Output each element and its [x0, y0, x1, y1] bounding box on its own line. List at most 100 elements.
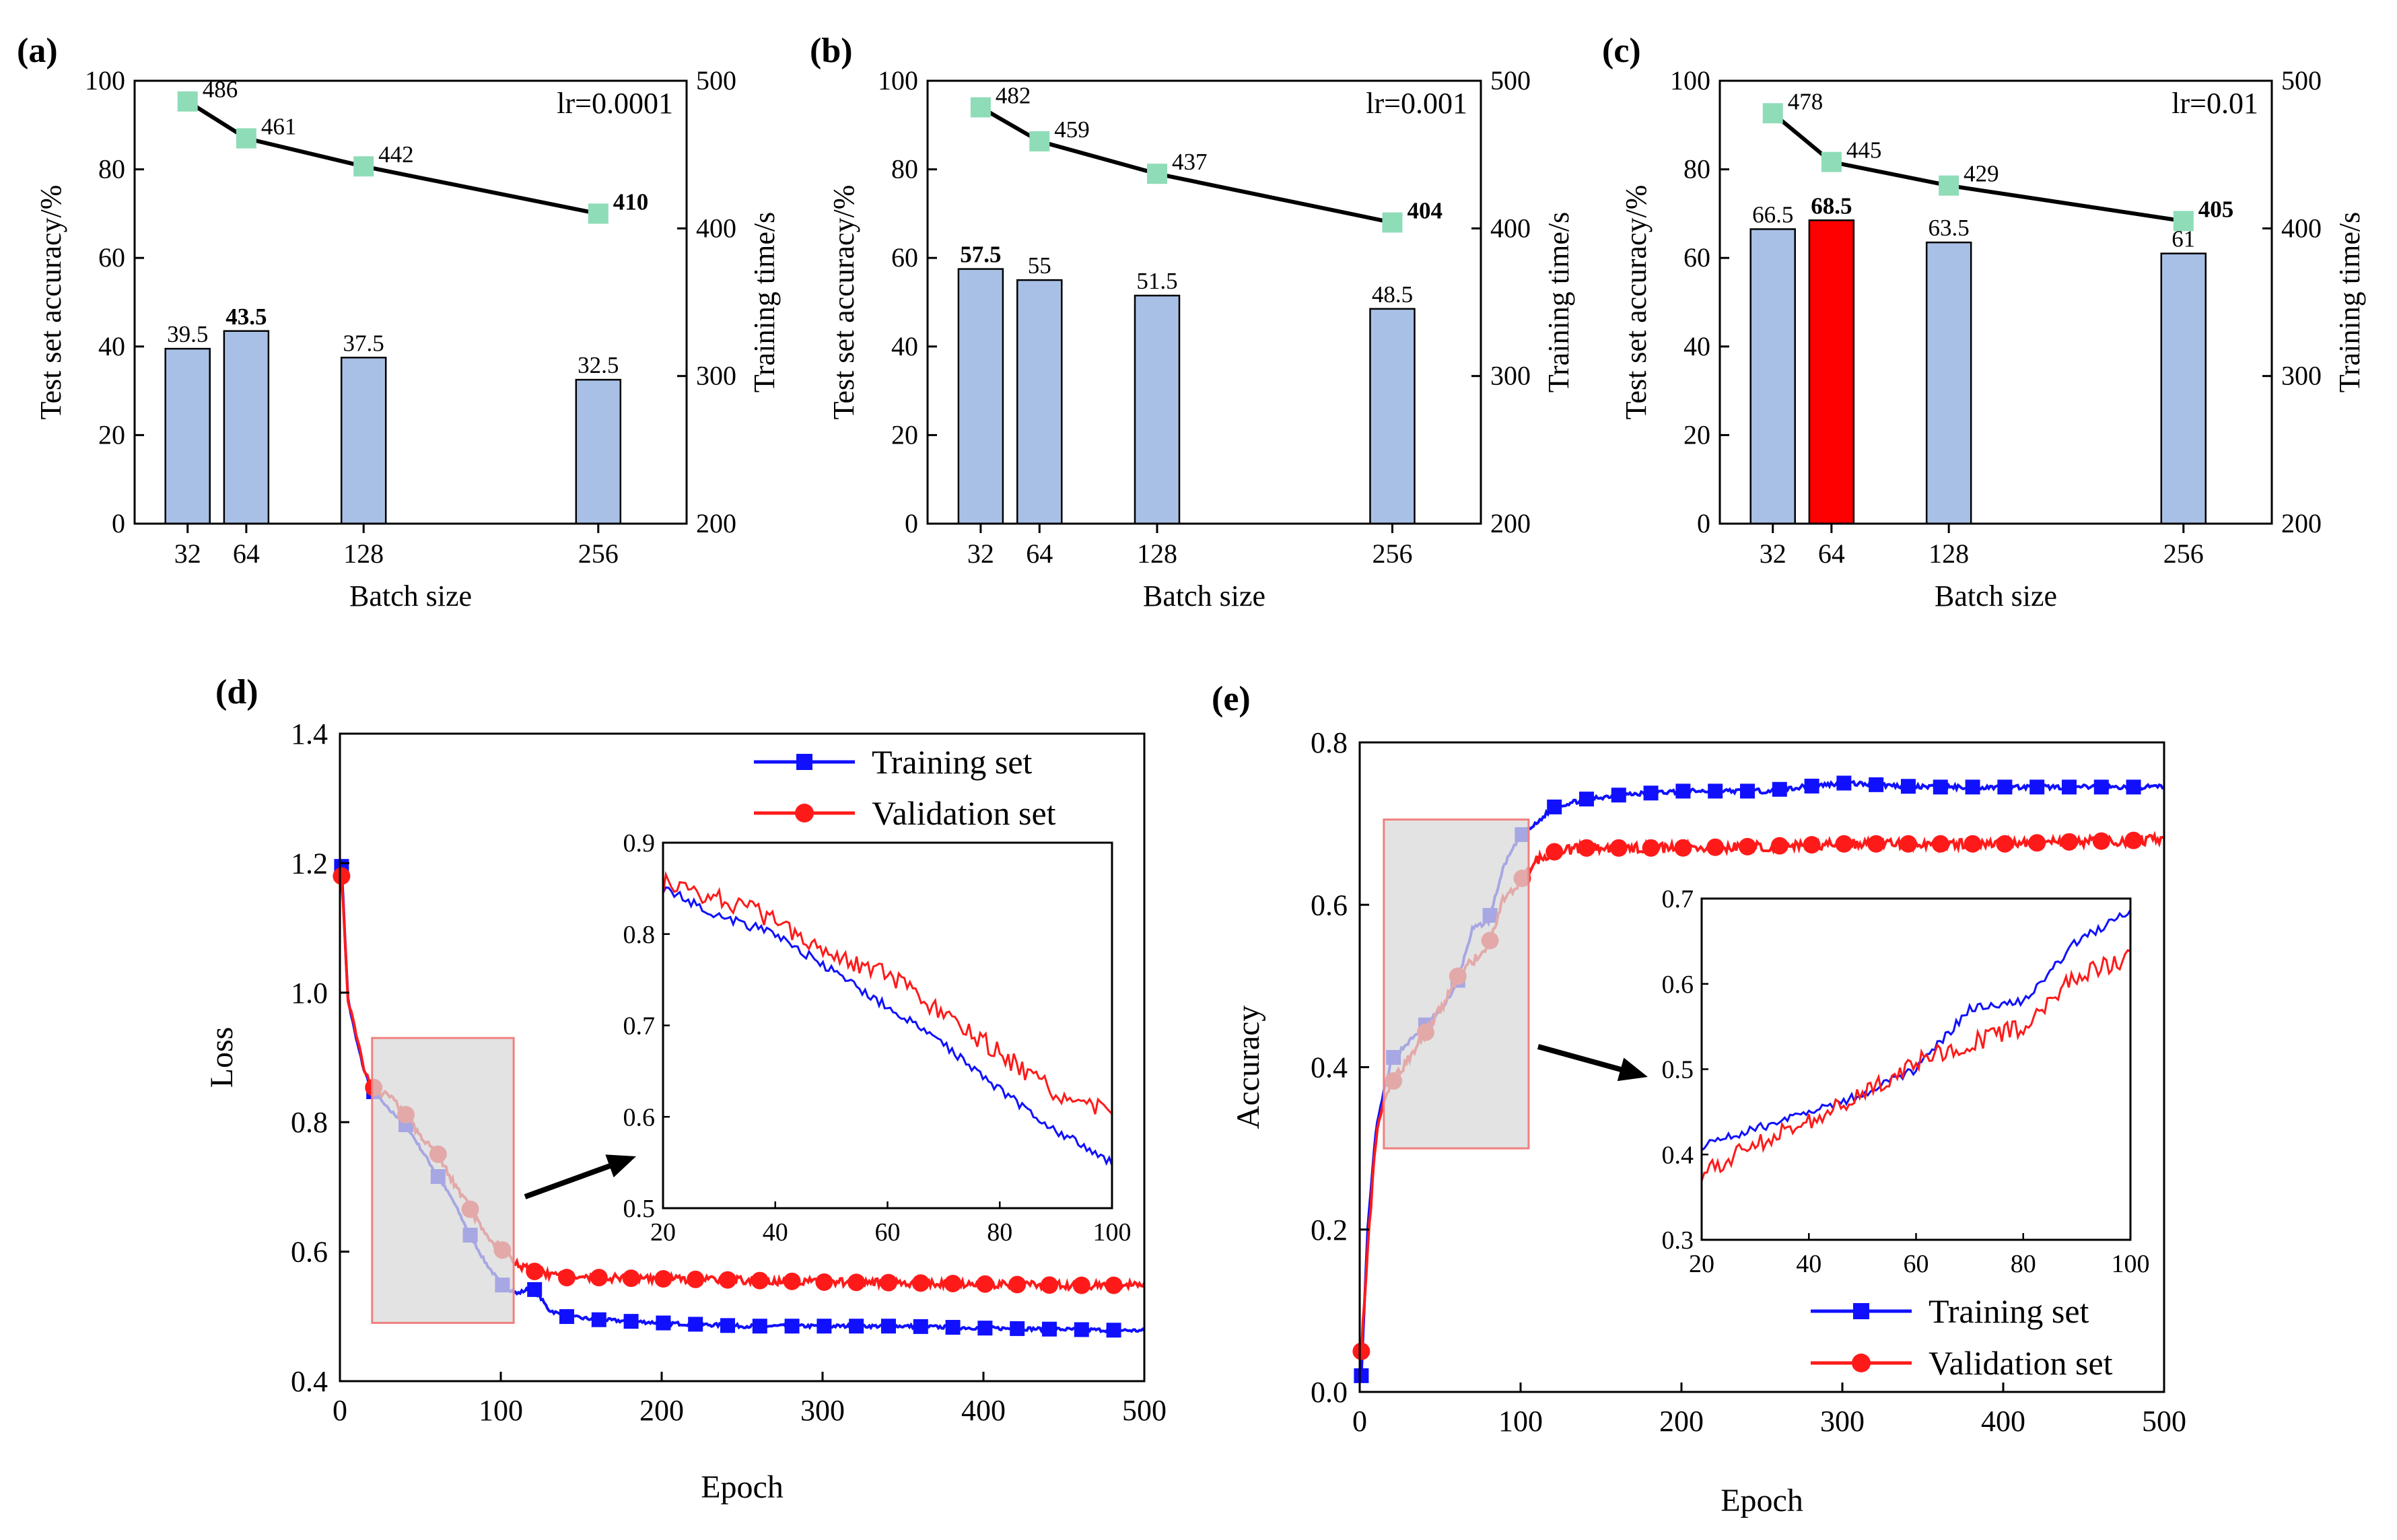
- x-tick-label: 100: [1498, 1405, 1543, 1438]
- validation-marker: [1964, 835, 1982, 853]
- training-marker: [688, 1317, 703, 1332]
- zoom-arrow: [524, 1160, 619, 1199]
- panel-label: (d): [215, 673, 258, 711]
- bar-c-64: [1808, 219, 1855, 525]
- x-axis-title: Batch size: [1935, 580, 2057, 612]
- x-tick-label: 128: [343, 538, 384, 569]
- y-tick-label: 0.8: [1311, 726, 1348, 759]
- x-tick-label: 256: [1372, 538, 1412, 569]
- y-axis-title: Test set accuracy/%: [827, 185, 860, 420]
- inset-y-tick-label: 0.9: [623, 829, 656, 858]
- time-value-label: 437: [1172, 149, 1208, 175]
- time-value-label: 404: [1407, 198, 1443, 224]
- time-marker: [1382, 212, 1403, 233]
- x-tick-label: 128: [1137, 538, 1177, 569]
- bar-value-label: 57.5: [960, 242, 1001, 268]
- validation-marker: [1609, 839, 1628, 857]
- y-tick-label: 60: [1683, 242, 1710, 273]
- zoom-region: [1383, 818, 1530, 1150]
- training-marker: [1074, 1322, 1089, 1337]
- training-marker: [1933, 779, 1948, 795]
- x-axis-title: Batch size: [349, 580, 472, 612]
- y-tick-label: 0.4: [1311, 1051, 1348, 1084]
- x-tick-label: 32: [967, 538, 994, 569]
- training-marker: [591, 1312, 606, 1327]
- time-marker: [177, 91, 198, 112]
- y-tick-label: 100: [1670, 65, 1710, 96]
- validation-marker: [1072, 1276, 1090, 1294]
- validation-marker: [1008, 1275, 1027, 1294]
- y-tick-label: 1.2: [291, 847, 328, 880]
- legend-label: Validation set: [872, 794, 1056, 832]
- training-marker: [1643, 785, 1659, 801]
- training-marker: [784, 1319, 800, 1334]
- validation-marker: [783, 1272, 801, 1290]
- zoom-arrowhead: [1617, 1057, 1648, 1082]
- inset-y-tick-label: 0.7: [1662, 885, 1694, 913]
- validation-marker: [1642, 839, 1660, 857]
- training-marker: [1804, 778, 1819, 794]
- bar-value-label: 51.5: [1136, 268, 1177, 294]
- y2-tick-label: 200: [1490, 508, 1531, 538]
- x-tick-label: 300: [1820, 1405, 1865, 1438]
- training-marker: [720, 1318, 735, 1333]
- validation-marker: [1996, 835, 2014, 853]
- time-marker: [970, 97, 991, 118]
- inset-y-tick-label: 0.7: [623, 1012, 656, 1041]
- time-value-label: 405: [2198, 196, 2234, 222]
- time-line: [186, 100, 599, 216]
- y-axis-title: Loss: [204, 1027, 240, 1088]
- y-axis-title: Accuracy: [1230, 1006, 1266, 1129]
- bar-value-label: 37.5: [343, 330, 384, 356]
- y2-tick-label: 200: [696, 508, 736, 538]
- validation-marker: [1803, 836, 1821, 854]
- validation-marker: [1738, 837, 1756, 855]
- training-marker: [1675, 783, 1691, 799]
- inset-y-tick-label: 0.8: [623, 921, 656, 949]
- validation-marker: [976, 1275, 994, 1293]
- bar-value-label: 63.5: [1929, 215, 1970, 241]
- x-tick-label: 0: [1352, 1405, 1367, 1438]
- legend-label: Validation set: [1929, 1344, 2113, 1382]
- y-tick-label: 0.2: [1311, 1214, 1348, 1247]
- x-tick-label: 128: [1929, 538, 1969, 569]
- inset-x-tick-label: 60: [1904, 1250, 1929, 1278]
- legend-label: Training set: [1929, 1292, 2089, 1330]
- validation-marker: [557, 1269, 576, 1287]
- time-marker: [236, 128, 256, 149]
- time-value-label: 442: [378, 141, 414, 168]
- validation-marker: [590, 1269, 608, 1287]
- validation-marker: [1706, 838, 1725, 856]
- bar-a-256: [575, 378, 622, 525]
- lr-annotation: lr=0.01: [2172, 87, 2258, 120]
- plot-frame: [1718, 79, 2273, 525]
- inset-x-tick-label: 40: [763, 1218, 788, 1247]
- y-tick-label: 0: [1697, 508, 1710, 538]
- y-tick-label: 0.0: [1311, 1376, 1348, 1409]
- inset-series-validation: [662, 870, 1113, 1115]
- bar-c-128: [1925, 241, 1972, 525]
- legend-marker: [1852, 1354, 1871, 1372]
- time-value-label: 445: [1846, 137, 1882, 164]
- y2-tick-label: 300: [2281, 361, 2322, 391]
- inset-y-tick-label: 0.6: [623, 1103, 656, 1131]
- legend-marker: [795, 804, 814, 823]
- bar-a-32: [164, 347, 211, 525]
- validation-marker: [622, 1269, 640, 1288]
- validation-marker: [2060, 833, 2078, 851]
- validation-marker: [879, 1273, 897, 1292]
- x-tick-label: 32: [1760, 538, 1786, 569]
- bar-b-64: [1016, 279, 1063, 525]
- training-marker: [623, 1314, 639, 1329]
- y-tick-label: 60: [98, 242, 125, 273]
- x-axis-title: Epoch: [701, 1469, 784, 1505]
- training-marker: [2093, 779, 2109, 795]
- y-tick-label: 80: [1683, 154, 1710, 184]
- training-marker: [1869, 777, 1884, 792]
- validation-marker: [2092, 832, 2110, 850]
- training-marker: [880, 1319, 896, 1334]
- panel-label: (b): [810, 32, 853, 70]
- y-tick-label: 0: [112, 508, 125, 538]
- y2-tick-label: 500: [1490, 65, 1531, 96]
